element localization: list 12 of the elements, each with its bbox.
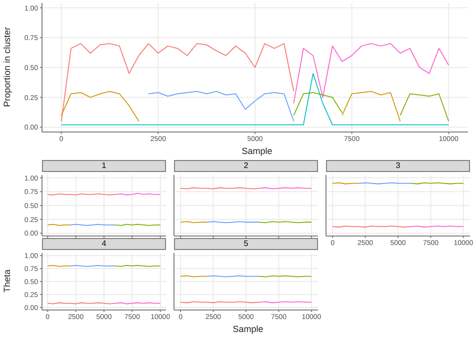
x-axis-title: Sample bbox=[232, 324, 264, 335]
y-axis-title: Theta bbox=[2, 269, 12, 293]
chart-title: 2 bbox=[174, 160, 318, 172]
chart-title: 1 bbox=[42, 160, 166, 172]
line-series bbox=[60, 43, 294, 122]
y-axis-title: Proportion in cluster bbox=[2, 26, 12, 108]
line-series bbox=[293, 43, 450, 104]
chart-title: 4 bbox=[42, 238, 166, 250]
chart-title: 5 bbox=[174, 238, 318, 250]
line-series bbox=[148, 90, 294, 122]
chart-title: 3 bbox=[326, 160, 470, 172]
x-axis-title: Sample bbox=[240, 146, 274, 157]
